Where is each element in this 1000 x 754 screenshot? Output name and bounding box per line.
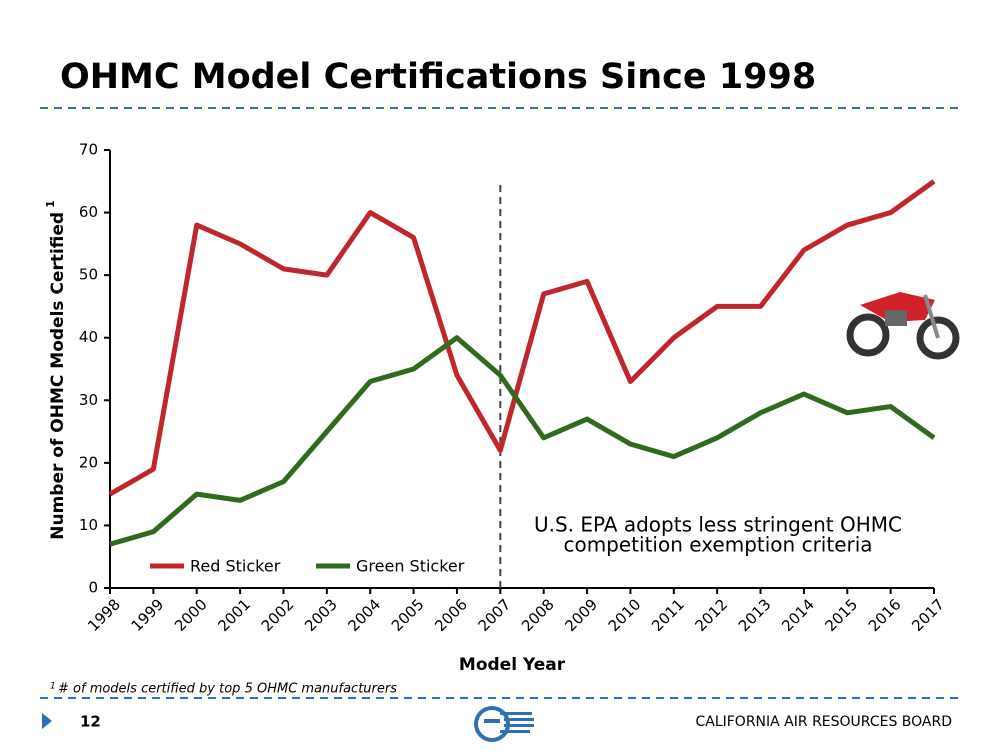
annotation-line: U.S. EPA adopts less stringent OHMC [534,513,902,537]
x-tick-label: 2016 [865,595,905,635]
y-tick-label: 0 [88,579,98,597]
x-axis-label: Model Year [459,655,566,675]
annotation-line: competition exemption criteria [563,533,872,557]
logo [474,706,534,742]
y-tick-label: 20 [79,453,98,471]
x-tick-label: 2012 [691,595,731,635]
series-line [109,335,936,547]
x-tick-label: 2003 [301,595,341,635]
y-tick-label: 10 [79,516,98,534]
y-tick-label: 70 [79,141,98,159]
x-tick-label: 2009 [561,595,601,635]
x-tick-label: 2000 [171,595,211,635]
footnote-text: # of models certified by top 5 OHMC manu… [58,682,397,697]
x-tick-label: 2006 [431,595,471,635]
y-tick-label: 60 [79,203,98,221]
x-tick-label: 2008 [518,595,558,635]
y-axis-label-note: 1 [44,200,57,208]
x-tick-label: 2007 [475,595,515,635]
x-tick-label: 2011 [648,595,688,635]
legend-label: Red Sticker [190,557,281,576]
footer-org: CALIFORNIA AIR RESOURCES BOARD [695,714,952,730]
x-tick-label: 1998 [84,595,124,635]
x-tick-label: 2010 [605,595,645,635]
x-tick-label: 2004 [344,595,384,635]
x-tick-label: 2017 [908,595,948,635]
page-number: 12 [80,713,101,731]
x-tick-label: 2005 [388,595,428,635]
motorcycle [846,292,960,360]
footer-arrow [42,713,52,729]
y-tick-label: 50 [79,266,98,284]
x-tick-label: 2015 [822,595,862,635]
x-tick-label: 1999 [128,595,168,635]
x-tick-label: 2014 [778,595,818,635]
footnote-marker: 1 [50,682,56,692]
y-tick-label: 40 [79,328,98,346]
y-axis-label-text: Number of OHMC Models Certified [48,212,68,540]
legend-label: Green Sticker [356,557,465,576]
slide-title: OHMC Model Certifications Since 1998 [60,57,816,97]
y-axis-label: Number of OHMC Models Certified 1 [44,200,68,540]
x-tick-label: 2013 [735,595,775,635]
x-tick-label: 2002 [258,595,298,635]
x-tick-label: 2001 [214,595,254,635]
series-line [108,179,936,497]
y-tick-label: 30 [79,391,98,409]
